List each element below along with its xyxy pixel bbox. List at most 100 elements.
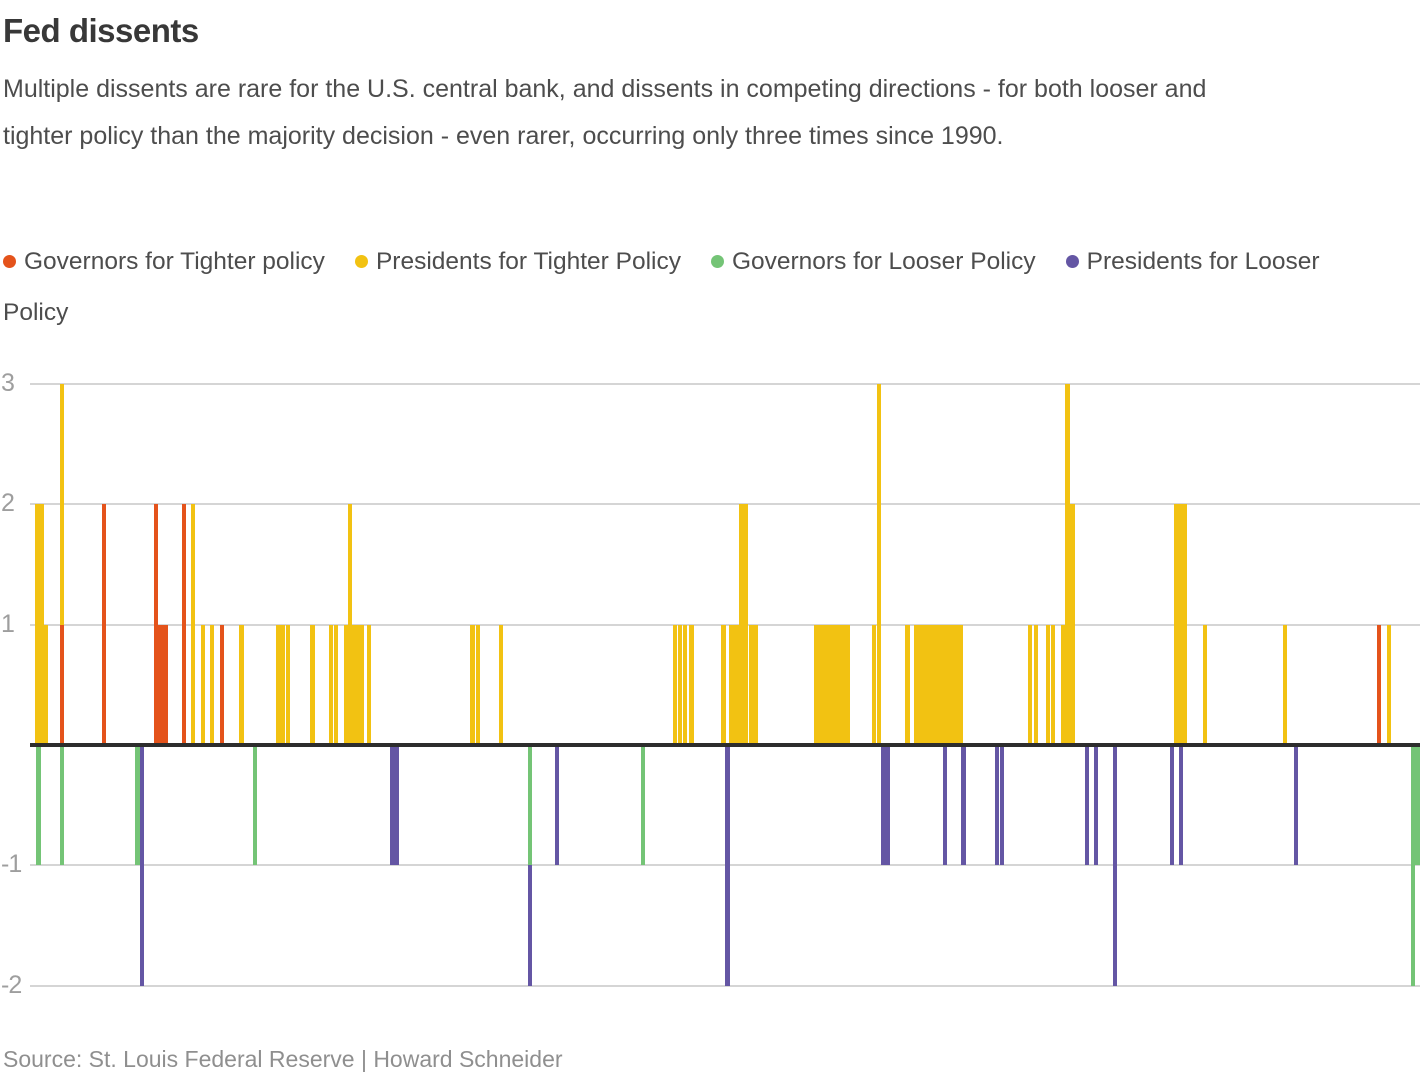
bar-pres_tight	[280, 624, 285, 745]
bar-pres_tight	[39, 504, 44, 745]
source-note: Source: St. Louis Federal Reserve | Howa…	[3, 1046, 563, 1072]
y-axis-label: 3	[1, 369, 15, 398]
bar-pres_loose	[1169, 745, 1174, 866]
y-axis-label: 2	[1, 489, 15, 518]
gridline-y-1	[30, 864, 1420, 867]
bar-pres_tight	[275, 624, 281, 745]
y-axis-label: -1	[1, 850, 22, 879]
bar-pres_loose	[1178, 745, 1183, 866]
bar-pres_tight	[677, 624, 682, 745]
legend-label: Presidents for Tighter Policy	[375, 248, 681, 275]
bar-pres_tight	[1202, 624, 1208, 745]
legend-label: Governors for Tighter policy	[24, 248, 325, 275]
bar-pres_loose	[527, 865, 532, 986]
bar-gov_tight	[1377, 624, 1382, 745]
bar-pres_tight	[927, 624, 932, 745]
bar-pres_tight	[1178, 504, 1183, 745]
legend-dot-icon	[354, 255, 368, 268]
gridline-y2	[30, 503, 1420, 506]
bar-pres_loose	[1093, 745, 1099, 866]
bar-pres_tight	[845, 624, 851, 745]
legend-label: Presidents for Looser Policy	[3, 248, 1320, 326]
bar-pres_tight	[333, 624, 339, 745]
bar-pres_tight	[748, 624, 754, 745]
page-title: Fed dissents	[3, 12, 199, 49]
bar-pres_tight	[1182, 504, 1188, 745]
bar-pres_tight	[475, 624, 480, 745]
bar-gov_loose	[1410, 745, 1416, 986]
bar-gov_loose	[59, 745, 65, 866]
bar-pres_loose	[885, 745, 890, 866]
bar-pres_loose	[725, 745, 730, 986]
bar-pres_tight	[1033, 624, 1039, 745]
bar-pres_tight	[1046, 624, 1051, 745]
bar-pres_tight	[1051, 624, 1056, 745]
bar-pres_loose	[1112, 745, 1118, 986]
bar-pres_tight	[827, 624, 833, 745]
bar-pres_tight	[871, 624, 877, 745]
bar-pres_loose	[961, 745, 966, 866]
bar-pres_tight	[328, 624, 334, 745]
bar-pres_loose	[1293, 745, 1298, 866]
legend-item-gov_loose: Governors for Looser Policy	[710, 248, 1036, 275]
bar-pres_tight	[949, 624, 955, 745]
bar-pres_loose	[994, 745, 999, 866]
y-axis-label: -2	[1, 970, 22, 999]
bar-pres_tight	[905, 624, 910, 745]
bar-pres_tight	[832, 624, 837, 745]
bar-pres_tight	[744, 504, 749, 745]
bar-gov_loose	[135, 745, 140, 866]
zero-baseline	[30, 743, 1420, 747]
bar-pres_loose	[394, 745, 400, 866]
chart-header: Fed dissents Multiple dissents are rare …	[0, 0, 1420, 160]
bar-pres_tight	[209, 624, 215, 745]
bar-pres_tight	[936, 624, 941, 745]
bar-pres_tight	[239, 624, 244, 745]
bar-pres_tight	[1283, 624, 1288, 745]
legend-label: Governors for Looser Policy	[731, 248, 1036, 275]
bar-pres_tight	[59, 384, 65, 625]
gridline-y3	[30, 383, 1420, 386]
bar-pres_tight	[823, 624, 828, 745]
bar-pres_tight	[931, 624, 937, 745]
bar-pres_tight	[498, 624, 503, 745]
bar-pres_tight	[954, 624, 959, 745]
bar-pres_loose	[999, 745, 1004, 866]
bar-pres_loose	[554, 745, 559, 866]
bar-pres_tight	[348, 504, 353, 745]
bar-pres_tight	[285, 624, 291, 745]
bar-pres_tight	[734, 624, 739, 745]
bar-pres_tight	[1061, 624, 1066, 745]
bar-pres_tight	[672, 624, 678, 745]
legend-dot-icon	[710, 255, 724, 268]
bar-pres_loose	[1084, 745, 1089, 866]
bar-pres_loose	[139, 745, 145, 986]
bar-gov_loose	[252, 745, 258, 866]
y-axis-label: 1	[1, 609, 15, 638]
bar-gov_loose	[640, 745, 645, 866]
bar-gov_tight	[158, 624, 163, 745]
bar-pres_tight	[940, 624, 946, 745]
bar-pres_tight	[352, 624, 357, 745]
bar-pres_tight	[1070, 504, 1075, 745]
bar-pres_tight	[1173, 504, 1179, 745]
legend-item-gov_tight: Governors for Tighter policy	[3, 248, 325, 275]
chart-subtitle: Multiple dissents are rare for the U.S. …	[3, 75, 1207, 150]
bar-pres_tight	[913, 624, 919, 745]
legend-dot-icon	[3, 255, 16, 268]
bar-pres_tight	[689, 624, 694, 745]
bar-pres_tight	[818, 624, 824, 745]
bar-pres_tight	[918, 624, 923, 745]
bar-pres_tight	[739, 504, 744, 745]
bar-gov_tight	[101, 504, 107, 745]
bar-pres_tight	[470, 624, 475, 745]
bar-pres_tight	[836, 624, 842, 745]
legend-item-pres_tight: Presidents for Tighter Policy	[354, 248, 681, 275]
bar-pres_tight	[1065, 384, 1070, 745]
bar-pres_tight	[945, 624, 950, 745]
bar-pres_tight	[366, 624, 372, 745]
bar-gov_tight	[219, 624, 225, 745]
bar-pres_tight	[753, 624, 758, 745]
bar-pres_tight	[841, 624, 846, 745]
